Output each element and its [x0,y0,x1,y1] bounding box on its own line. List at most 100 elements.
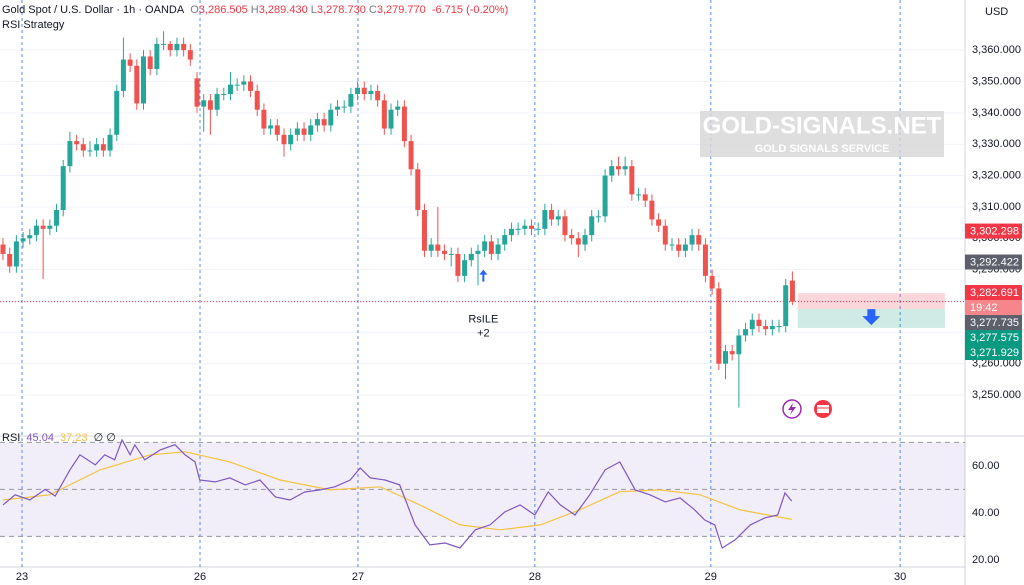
candle-body [769,326,775,330]
short-arrow [862,309,881,326]
strategy: RSI Strategy [2,19,65,31]
signal-label: RsILE [468,314,498,326]
candle-body [161,43,167,45]
candle-body [127,59,133,66]
price-tag [965,300,1022,316]
candle-body [756,319,762,327]
candle-body [268,125,274,129]
candle-body [408,141,414,170]
candle-body [314,119,320,126]
candle-body [676,244,682,251]
y-tick-label: 3,260.000 [972,358,1021,370]
rsi-line [2,438,793,549]
candle-body [622,166,628,170]
candle-body [595,216,601,218]
candle-body [502,235,508,245]
candle-body [207,100,213,110]
candle-body [33,225,39,236]
flag [817,405,829,413]
candle-body [181,43,187,51]
rsi-value: 45.04 [26,432,54,444]
candle-body [455,253,461,276]
candle-body [569,235,575,239]
price-tag-label: 3,302.298 [970,225,1019,237]
watermark-title: GOLD-SIGNALS.NET [703,112,942,139]
candle-body [662,225,668,245]
candle-body [421,210,427,251]
candle-body [94,144,100,151]
candle-body [281,134,287,145]
candle-body [549,210,555,220]
candle-body [428,244,434,251]
x-tick-label: 30 [894,571,906,583]
candle-body [636,194,642,196]
candle-body [682,244,688,251]
candle-body [140,56,146,104]
candle-body [368,90,374,95]
x-tick-label: 28 [529,571,541,583]
ohlc-value: 3,279.770 [376,4,426,16]
ohlc-value: 3,286.505 [198,4,248,16]
price-tag-label: 3,282.691 [970,287,1019,299]
candle-body [776,326,782,328]
price-tag-label: 19:42 [970,302,998,314]
candle-body [221,94,227,96]
candle-body [515,228,521,230]
candle-body [60,166,66,211]
rsi-tick-label: 60.00 [972,460,1000,472]
candle-body [341,106,347,108]
y-tick-label: 3,340.000 [972,107,1021,119]
header: Gold Spot / U.S. Dollar · 1h · OANDA O3,… [2,4,511,16]
candle-body [716,288,722,364]
candle-body [328,109,334,126]
candle-body [749,319,755,330]
candle-body [248,81,254,91]
y-tick-label: 3,330.000 [972,138,1021,150]
candle-body [448,253,454,255]
ohlc-key: L [310,4,317,16]
candle-body [736,335,742,355]
watermark: GOLD-SIGNALS.NET GOLD SIGNALS SERVICE [700,111,944,157]
candle-body [475,250,481,254]
symbol: Gold Spot / U.S. Dollar · 1h · OANDA [2,4,185,16]
candle-body [187,50,193,60]
candle-body [80,144,86,151]
rsi-ma-value: 37.23 [60,432,88,444]
candle-body [355,87,361,95]
candle-body [522,225,528,229]
ohlc-value: 3,278.730 [316,4,366,16]
candle-body [743,329,749,336]
candle-body [227,84,233,95]
price-tag [965,254,1022,270]
ohlc: O3,286.505 H3,289.430 L3,278.730 C3,279.… [190,4,429,16]
candle-body [321,119,327,126]
candle-body [74,141,80,145]
candle-body [729,351,735,355]
candle-body [575,238,581,245]
candle-body [40,225,46,229]
candle-body [114,90,120,135]
candle-body [508,228,514,236]
candle-body [214,94,220,110]
lightning [788,403,796,415]
candle-body [348,94,354,107]
candle-body [629,166,635,195]
price-tag [965,285,1022,301]
candle-body [482,241,488,251]
x-tick-label: 26 [194,571,206,583]
price-tag [965,223,1022,239]
y-tick-label: 3,320.000 [972,169,1021,181]
candle-body [415,169,421,211]
ohlc-key: H [250,4,259,16]
x-tick-label: 23 [16,571,28,583]
candle-body [375,90,381,101]
candle-body [468,253,474,261]
candle-body [120,59,126,91]
candle-body [27,235,33,239]
candle-body [401,106,407,142]
price-tag [965,315,1022,331]
ohlc-value: 3,289.430 [258,4,308,16]
rsi-tick-label: 20.00 [972,554,1000,566]
